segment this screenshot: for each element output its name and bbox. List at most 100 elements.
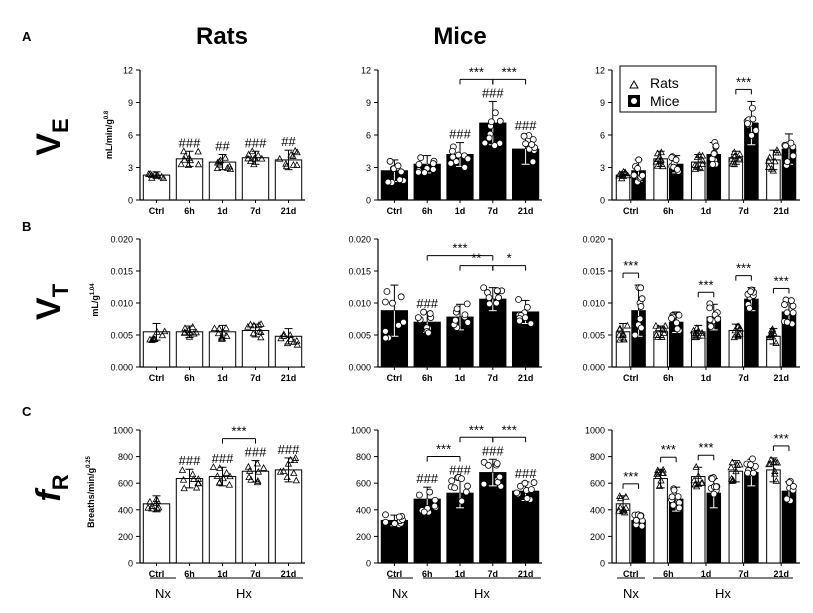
x-tick-label: Ctrl (623, 373, 639, 383)
mice-point (709, 160, 717, 168)
data-point (244, 322, 252, 330)
rats-point (729, 476, 737, 483)
bracket-label: *** (502, 422, 517, 437)
panel-b-compare: 0.000 0.005 0.010 0.015 0.020 Ctrl 6h 1d 7d 21d **… (582, 235, 800, 383)
data-point (215, 478, 224, 486)
data-point (276, 154, 284, 162)
data-point (452, 316, 459, 324)
data-point (186, 156, 195, 164)
data-point (289, 152, 297, 159)
data-point (185, 332, 194, 340)
rats-bar (728, 470, 744, 564)
data-point (429, 166, 437, 173)
bracket-label: *** (452, 241, 467, 256)
nx-label-compare: Nx (623, 586, 639, 601)
data-point (258, 154, 266, 162)
rats-point (766, 459, 775, 467)
x-tick-label: 1d (217, 206, 228, 216)
mice-point (782, 142, 789, 150)
x-tick-label: 21d (773, 569, 789, 579)
y-tick-label: 800 (590, 452, 605, 462)
data-point (217, 335, 226, 342)
y-tick-label: 0.015 (110, 267, 133, 277)
data-bar (208, 476, 237, 564)
data-point (461, 311, 469, 319)
hx-label-compare: Hx (715, 586, 731, 601)
x-tick-label: 21d (281, 569, 297, 579)
y-tick-label: 0 (600, 196, 605, 206)
rats-point (616, 335, 624, 343)
y-unit-ve-base: mL/min/g (104, 119, 114, 159)
rats-point (615, 506, 623, 514)
rats-point (772, 339, 780, 346)
x-tick-label: 7d (738, 569, 749, 579)
data-point (180, 328, 189, 336)
legend-rats-marker (629, 79, 639, 89)
data-point (485, 134, 493, 142)
data-point (246, 466, 254, 474)
panel-b-rats: 0.000 0.005 0.010 0.015 0.020 Ctrl 6h 1d 7d 21d (110, 235, 305, 383)
data-bar (380, 519, 409, 564)
rats-point (732, 467, 740, 475)
data-point (495, 294, 502, 302)
rats-point (773, 458, 782, 466)
y-tick-label: 600 (118, 479, 133, 489)
data-point (426, 310, 434, 317)
data-point (153, 496, 161, 504)
data-point (424, 329, 432, 337)
y-tick-label: 0.020 (348, 235, 371, 245)
panel-letter-b: B (22, 219, 31, 234)
bracket-label: *** (774, 273, 789, 288)
data-point (523, 303, 531, 311)
mice-point (790, 482, 797, 490)
bracket-label: *** (436, 442, 451, 457)
data-point (394, 162, 402, 170)
data-point (194, 160, 203, 168)
data-point (192, 483, 201, 491)
mice-point (675, 504, 683, 512)
data-point (225, 480, 234, 488)
mice-point (636, 315, 644, 323)
mice-point (638, 522, 646, 530)
significance-mark: ## (281, 134, 296, 149)
data-bar (142, 174, 171, 201)
rats-point (689, 326, 698, 334)
svg-text:mL/min/g0.8: mL/min/g0.8 (104, 110, 114, 159)
data-point (513, 489, 521, 497)
data-point (253, 478, 262, 486)
nx-label-rats: Nx (155, 586, 171, 601)
rats-point (660, 325, 669, 333)
y-tick-label: 0.005 (110, 331, 133, 341)
x-tick-label: 6h (422, 206, 433, 216)
data-point (189, 475, 198, 482)
mice-point (752, 126, 760, 134)
mice-point (710, 150, 718, 158)
mice-point (783, 158, 791, 166)
significance-mark: ### (179, 453, 201, 468)
bracket-label: *** (698, 440, 713, 455)
y-tick-label: 9 (600, 98, 605, 108)
data-point (455, 151, 462, 159)
rats-point (690, 476, 698, 484)
y-tick-label: 0 (366, 196, 371, 206)
data-point (246, 157, 255, 165)
data-point (292, 476, 300, 484)
x-tick-label: 1d (455, 569, 466, 579)
y-tick-label: 200 (590, 532, 605, 542)
data-bar (511, 490, 540, 564)
y-tick-label: 0.020 (110, 235, 133, 245)
data-point (244, 154, 252, 162)
y-unit-vt: mL/g1.04 (90, 283, 100, 317)
data-point (255, 320, 263, 328)
data-point (389, 299, 396, 307)
data-point (254, 151, 262, 159)
data-point (523, 495, 531, 502)
rats-point (772, 148, 780, 156)
x-tick-label: 1d (455, 373, 466, 383)
mice-point (787, 139, 795, 147)
data-bar (142, 503, 171, 564)
data-point (527, 486, 535, 493)
panel-letter-c: C (22, 404, 32, 419)
x-tick-label: Ctrl (623, 569, 639, 579)
y-tick-label: 3 (128, 163, 133, 173)
